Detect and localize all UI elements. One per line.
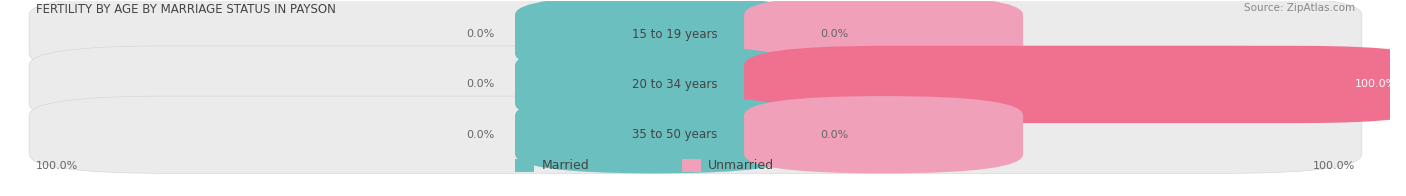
FancyBboxPatch shape xyxy=(744,96,1024,173)
FancyBboxPatch shape xyxy=(515,0,794,73)
FancyBboxPatch shape xyxy=(682,159,702,172)
Text: 100.0%: 100.0% xyxy=(37,161,79,171)
Text: FERTILITY BY AGE BY MARRIAGE STATUS IN PAYSON: FERTILITY BY AGE BY MARRIAGE STATUS IN P… xyxy=(37,3,336,16)
FancyBboxPatch shape xyxy=(744,46,1406,123)
Text: 0.0%: 0.0% xyxy=(821,29,849,39)
Text: Source: ZipAtlas.com: Source: ZipAtlas.com xyxy=(1244,3,1355,13)
FancyBboxPatch shape xyxy=(515,96,794,173)
FancyBboxPatch shape xyxy=(744,0,1024,73)
FancyBboxPatch shape xyxy=(30,96,1362,173)
Text: Unmarried: Unmarried xyxy=(709,159,775,172)
FancyBboxPatch shape xyxy=(30,46,1362,123)
Text: Married: Married xyxy=(541,159,589,172)
Text: 100.0%: 100.0% xyxy=(1355,79,1398,90)
Text: 100.0%: 100.0% xyxy=(1313,161,1355,171)
Text: 0.0%: 0.0% xyxy=(465,29,494,39)
Text: 0.0%: 0.0% xyxy=(465,130,494,140)
Text: 0.0%: 0.0% xyxy=(465,79,494,90)
Text: 35 to 50 years: 35 to 50 years xyxy=(633,128,717,141)
Text: 15 to 19 years: 15 to 19 years xyxy=(631,28,717,41)
Text: 0.0%: 0.0% xyxy=(821,130,849,140)
FancyBboxPatch shape xyxy=(30,0,1362,73)
FancyBboxPatch shape xyxy=(515,46,794,123)
Text: 20 to 34 years: 20 to 34 years xyxy=(631,78,717,91)
FancyBboxPatch shape xyxy=(515,159,534,172)
